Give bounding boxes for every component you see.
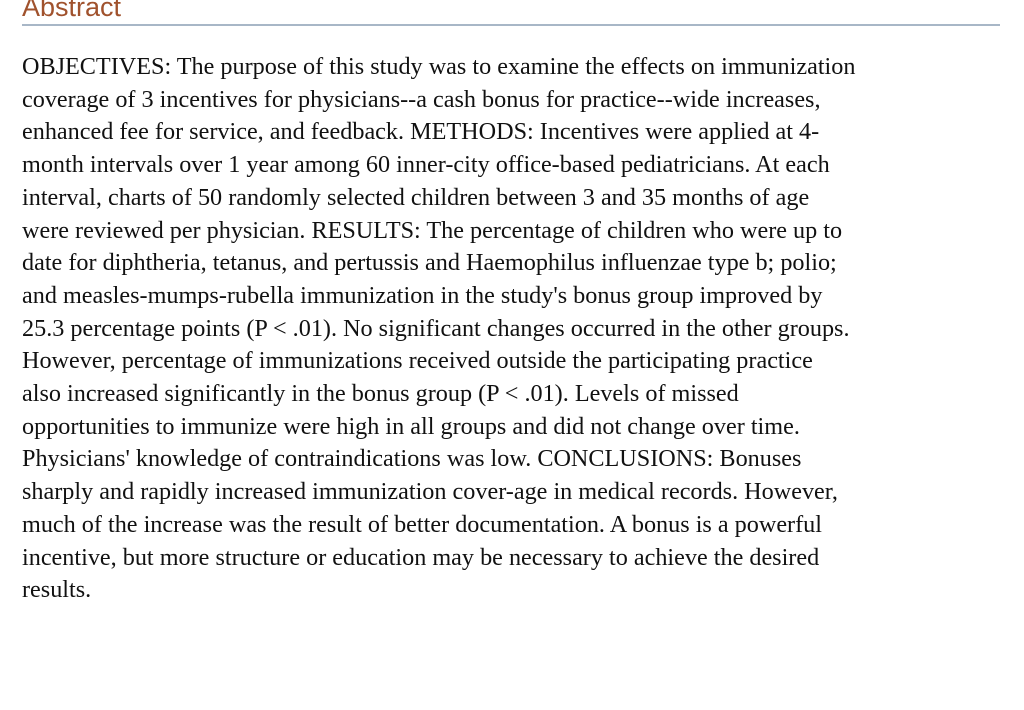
abstract-line: coverage of 3 incentives for physicians-…: [22, 85, 821, 113]
abstract-line: However, percentage of immunizations rec…: [22, 347, 813, 375]
abstract-heading: Abstract: [22, 0, 122, 22]
abstract-line: interval, charts of 50 randomly selected…: [22, 183, 810, 211]
abstract-line: opportunities to immunize were high in a…: [22, 412, 800, 440]
abstract-line: sharply and rapidly increased immunizati…: [22, 478, 838, 506]
heading-divider: [22, 24, 1000, 26]
abstract-body: OBJECTIVES: The purpose of this study wa…: [22, 51, 1012, 607]
abstract-line: date for diphtheria, tetanus, and pertus…: [22, 249, 837, 277]
abstract-line: month intervals over 1 year among 60 inn…: [22, 151, 830, 179]
abstract-line: much of the increase was the result of b…: [22, 510, 822, 538]
abstract-line: also increased significantly in the bonu…: [22, 380, 739, 408]
abstract-line: and measles-mumps-rubella immunization i…: [22, 281, 823, 309]
abstract-line: 25.3 percentage points (P < .01). No sig…: [22, 314, 850, 342]
abstract-line: enhanced fee for service, and feedback. …: [22, 118, 820, 146]
abstract-line: were reviewed per physician. RESULTS: Th…: [22, 216, 843, 244]
abstract-line: incentive, but more structure or educati…: [22, 543, 820, 571]
abstract-line: OBJECTIVES: The purpose of this study wa…: [22, 53, 856, 80]
abstract-line: Physicians' knowledge of contraindicatio…: [22, 445, 802, 473]
abstract-line: results.: [22, 576, 92, 604]
